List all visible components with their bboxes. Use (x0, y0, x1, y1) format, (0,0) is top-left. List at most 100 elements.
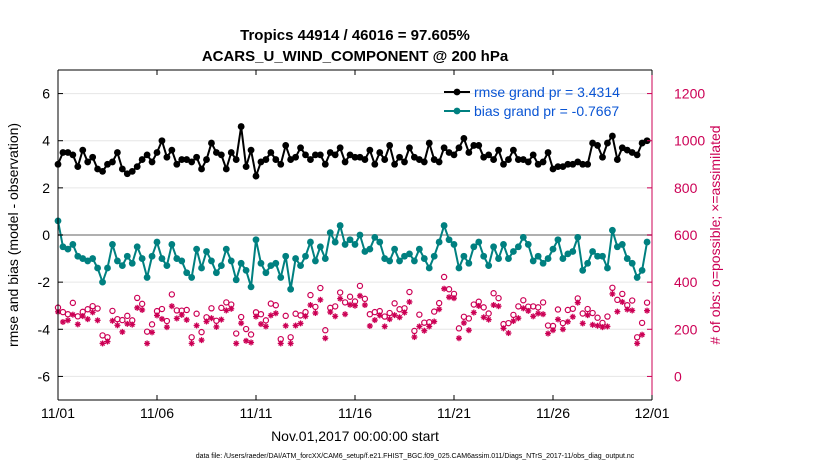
bias-point (297, 262, 304, 270)
rmse-point (336, 144, 344, 152)
assimilated-obs-marker (426, 323, 433, 330)
assimilated-stroke (60, 319, 66, 325)
assimilated-obs-marker (451, 295, 457, 302)
bias-point (638, 266, 646, 274)
bias-point (213, 269, 220, 277)
possible-obs-marker (480, 304, 487, 311)
assimilated-obs-marker (253, 313, 259, 320)
bias-point (193, 245, 201, 253)
rmse-point (425, 139, 433, 147)
assimilated-obs-marker (401, 309, 408, 316)
bias-point (500, 241, 507, 248)
rmse-point (302, 151, 309, 159)
y-right-tick-label: 800 (674, 180, 698, 196)
y-right-tick-label: 0 (674, 368, 682, 384)
y-left-tick-label: 4 (42, 133, 50, 149)
rmse-point (118, 165, 126, 173)
assimilated-obs-marker (89, 309, 96, 316)
y-right-tick-label: 200 (674, 321, 698, 337)
y-axis-label-right: # of obs: o=possible; ×=assimilated (707, 125, 723, 344)
rmse-point (351, 153, 359, 161)
assimilated-stroke (550, 327, 556, 333)
bias-point (376, 238, 384, 246)
assimilated-obs-marker (59, 318, 66, 325)
assimilated-stroke (65, 317, 71, 323)
assimilated-obs-marker (317, 296, 324, 303)
y-left-tick-label: 2 (42, 180, 50, 196)
bias-point (302, 252, 309, 260)
rmse-point (128, 167, 136, 175)
assimilated-obs-marker (69, 311, 76, 318)
assimilated-obs-marker (540, 311, 547, 318)
assimilated-obs-marker (223, 307, 230, 314)
rmse-point (505, 156, 512, 163)
assimilated-stroke (431, 318, 437, 325)
rmse-point (361, 156, 369, 163)
possible-obs-marker (416, 311, 423, 318)
assimilated-stroke (184, 317, 190, 323)
y-left-tick-label: -6 (38, 368, 51, 384)
rmse-point (312, 151, 319, 159)
assimilated-obs-marker (188, 340, 195, 347)
rmse-point (609, 132, 616, 140)
bias-point (262, 269, 270, 277)
assimilated-stroke (243, 338, 249, 344)
assimilated-obs-marker (257, 321, 264, 328)
assimilated-stroke (471, 309, 477, 316)
assimilated-stroke (416, 323, 422, 330)
possible-obs-marker (336, 289, 344, 296)
bias-point (356, 231, 364, 239)
assimilated-stroke (500, 325, 507, 331)
assimilated-stroke (307, 302, 314, 308)
bias-point (242, 266, 250, 274)
bias-point (326, 229, 334, 237)
bias-point (589, 248, 596, 255)
assimilated-obs-marker (124, 320, 131, 327)
assimilated-obs-marker (262, 323, 269, 330)
assimilated-obs-marker (460, 319, 467, 326)
assimilated-obs-marker (584, 312, 591, 319)
assimilated-stroke (392, 312, 398, 318)
y-right-tick-label: 400 (674, 274, 698, 290)
possible-obs-marker (386, 309, 393, 317)
assimilated-obs-marker (307, 302, 314, 309)
assimilated-obs-marker (535, 310, 542, 317)
assimilated-obs-marker (510, 318, 517, 325)
data-file-footer: data file: /Users/raeder/DAI/ATM_forcXX/… (196, 453, 635, 460)
assimilated-obs-marker (178, 311, 185, 318)
assimilated-obs-marker (297, 320, 304, 327)
assimilated-stroke (387, 316, 393, 322)
assimilated-stroke (99, 340, 106, 346)
possible-obs-marker (614, 296, 621, 304)
bias-point (594, 252, 601, 260)
rmse-point (514, 156, 522, 163)
possible-obs-marker (584, 305, 591, 313)
x-tick-label: 11/26 (536, 405, 570, 421)
possible-obs-marker (84, 306, 91, 313)
possible-obs-marker (440, 273, 448, 281)
bias-point (227, 257, 235, 265)
rmse-point (396, 153, 403, 161)
bias-point (99, 278, 106, 286)
assimilated-stroke (223, 307, 229, 313)
possible-obs-marker (143, 328, 151, 335)
bias-point (114, 257, 121, 265)
assimilated-stroke (372, 317, 378, 323)
rmse-point (84, 158, 92, 166)
assimilated-obs-marker (396, 314, 403, 321)
possible-obs-marker (465, 315, 473, 322)
bias-point (406, 250, 413, 258)
possible-obs-marker (109, 307, 116, 315)
assimilated-stroke (198, 337, 205, 343)
assimilated-obs-marker (302, 313, 309, 320)
rmse-point (99, 167, 106, 175)
assimilated-stroke (619, 299, 625, 305)
assimilated-stroke (466, 327, 472, 333)
possible-obs-marker (589, 309, 596, 317)
bias-point (64, 245, 72, 253)
bias-point (579, 266, 587, 274)
rmse-point (277, 160, 285, 168)
assimilated-obs-marker (99, 340, 106, 347)
assimilated-stroke (342, 311, 348, 317)
bias-point (158, 255, 166, 262)
